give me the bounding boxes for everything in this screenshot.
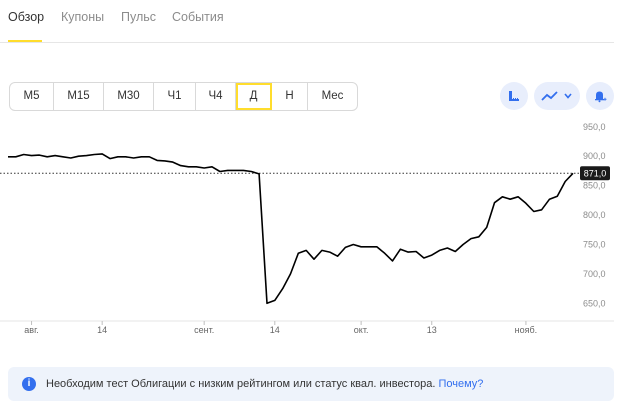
x-axis: авг. 14 сент. 14 окт. 13 нояб.: [0, 320, 614, 335]
x-tick-label: окт.: [354, 325, 369, 335]
price-chart[interactable]: 950,0 900,0 850,0 800,0 750,0 700,0 650,0 авг.…: [0, 118, 614, 338]
x-tick-label: сент.: [194, 325, 214, 335]
ruler-scale-icon: [509, 91, 519, 101]
price-alert-button[interactable]: [586, 82, 614, 110]
x-tick-label: 13: [427, 325, 437, 335]
y-tick-label: 650,0: [583, 298, 606, 308]
bell-plus-icon: [595, 91, 607, 103]
chevron-down-icon: [564, 93, 572, 99]
tab-bar: Обзор Купоны Пульс События: [0, 0, 614, 43]
qualification-notice: i Необходим тест Облигации с низким рейт…: [8, 367, 614, 401]
period-h1[interactable]: Ч1: [154, 83, 196, 110]
notice-text: Необходим тест Облигации с низким рейтин…: [46, 378, 483, 390]
chart-type-button[interactable]: [534, 82, 580, 110]
period-month[interactable]: Мес: [321, 90, 344, 102]
y-tick-label: 850,0: [583, 181, 606, 191]
tab-events[interactable]: События: [172, 10, 224, 24]
period-week[interactable]: Н: [272, 83, 308, 110]
line-chart-icon: [541, 91, 558, 101]
tab-coupons[interactable]: Купоны: [61, 10, 105, 24]
y-tick-label: 800,0: [583, 210, 606, 220]
y-tick-label: 750,0: [583, 239, 606, 249]
x-tick-label: 14: [270, 325, 280, 335]
notice-message: Необходим тест Облигации с низким рейтин…: [46, 378, 439, 390]
x-tick-label: авг.: [24, 325, 38, 335]
period-day[interactable]: Д: [236, 83, 272, 110]
x-tick-label: 14: [97, 325, 107, 335]
period-m15[interactable]: M15: [54, 83, 104, 110]
current-price-badge: 871,0: [580, 166, 610, 181]
price-series-line: [8, 153, 574, 305]
y-tick-label: 900,0: [583, 151, 606, 161]
period-m30[interactable]: M30: [104, 83, 154, 110]
y-tick-label: 950,0: [583, 122, 606, 132]
info-icon: i: [22, 377, 36, 391]
tab-pulse[interactable]: Пульс: [121, 10, 157, 24]
period-h4[interactable]: Ч4: [196, 83, 236, 110]
why-link[interactable]: Почему?: [438, 378, 484, 390]
tab-overview[interactable]: Обзор: [8, 10, 45, 24]
current-price-label: 871,0: [584, 168, 607, 178]
period-selector: M5 M15 M30 Ч1 Ч4 Д Н Мес: [9, 82, 358, 111]
period-m5[interactable]: M5: [10, 83, 54, 110]
indicators-button[interactable]: [500, 82, 528, 110]
y-tick-label: 700,0: [583, 269, 606, 279]
y-axis: 950,0 900,0 850,0 800,0 750,0 700,0 650,0: [583, 122, 606, 308]
active-tab-indicator: [8, 40, 42, 42]
x-tick-label: нояб.: [515, 325, 538, 335]
